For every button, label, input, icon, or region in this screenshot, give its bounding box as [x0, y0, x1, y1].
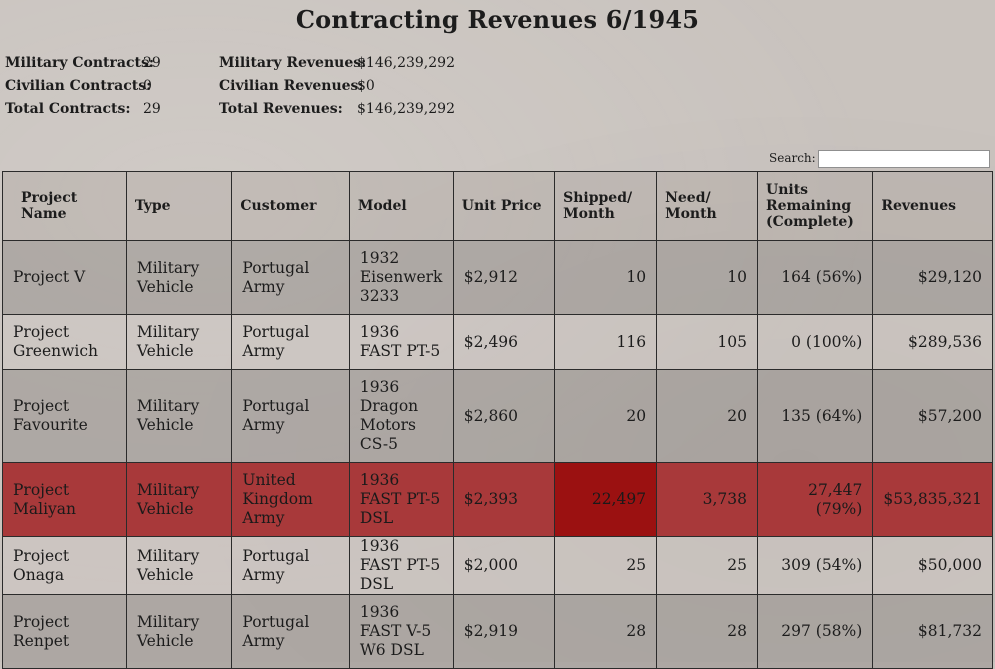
cell-customer: Portugal Army: [231, 369, 350, 463]
table-row[interactable]: Project V Military Vehicle Portugal Army…: [2, 240, 993, 315]
cell-revenues: $29,120: [872, 240, 993, 315]
table-row[interactable]: Project Greenwich Military Vehicle Portu…: [2, 314, 993, 370]
header-model[interactable]: Model: [348, 171, 454, 241]
cell-revenues: $289,536: [872, 314, 993, 370]
military-revenues-value: $146,239,292: [357, 55, 455, 71]
cell-project: Project Onaga: [2, 536, 127, 595]
header-project-name[interactable]: Project Name: [2, 171, 127, 241]
cell-remaining: 27,447 (79%): [756, 462, 874, 537]
cell-unit-price: $2,496: [452, 314, 556, 370]
cell-model: 1936 FAST PT-5 DSL: [348, 462, 454, 537]
cell-revenues: $57,200: [872, 369, 993, 463]
cell-revenues: $53,835,321: [872, 462, 993, 537]
cell-model: 1936 Dragon Motors CS-5: [348, 369, 454, 463]
cell-project: Project Renpet: [2, 594, 127, 669]
civilian-revenues-label: Civilian Revenues:: [219, 78, 364, 94]
table-row[interactable]: Project Onaga Military Vehicle Portugal …: [2, 536, 993, 595]
cell-shipped: 22,497: [554, 462, 658, 537]
table-header-row: Project Name Type Customer Model Unit Pr…: [2, 171, 993, 241]
search-label: Search:: [769, 151, 816, 165]
cell-shipped: 25: [554, 536, 658, 595]
cell-customer: Portugal Army: [231, 594, 350, 669]
cell-project: Project V: [2, 240, 127, 315]
cell-model: 1936 FAST PT-5 DSL: [348, 536, 454, 595]
header-units-remaining[interactable]: Units Remaining (Complete): [756, 171, 874, 241]
cell-type: Military Vehicle: [125, 536, 233, 595]
civilian-revenues-value: $0: [357, 78, 375, 94]
cell-project: Project Favourite: [2, 369, 127, 463]
cell-need: 3,738: [656, 462, 758, 537]
military-contracts-value: 29: [143, 55, 161, 71]
cell-need: 25: [656, 536, 758, 595]
header-unit-price[interactable]: Unit Price: [452, 171, 556, 241]
header-type[interactable]: Type: [125, 171, 233, 241]
total-contracts-value: 29: [143, 101, 161, 117]
header-need-month[interactable]: Need/ Month: [656, 171, 758, 241]
cell-revenues: $81,732: [872, 594, 993, 669]
header-revenues[interactable]: Revenues: [872, 171, 993, 241]
total-contracts-label: Total Contracts:: [5, 101, 131, 117]
cell-type: Military Vehicle: [125, 462, 233, 537]
revenues-summary: Military Revenues:$146,239,292 Civilian …: [219, 54, 455, 123]
contracts-summary: Military Contracts:29 Civilian Contracts…: [5, 54, 161, 123]
header-shipped-month[interactable]: Shipped/ Month: [554, 171, 658, 241]
header-customer[interactable]: Customer: [231, 171, 350, 241]
cell-project: Project Greenwich: [2, 314, 127, 370]
cell-customer: Portugal Army: [231, 240, 350, 315]
cell-type: Military Vehicle: [125, 240, 233, 315]
cell-shipped: 28: [554, 594, 658, 669]
table-row-highlighted[interactable]: Project Maliyan Military Vehicle United …: [2, 462, 993, 537]
cell-model: 1936 FAST PT-5: [348, 314, 454, 370]
table-row[interactable]: Project Renpet Military Vehicle Portugal…: [2, 594, 993, 669]
military-revenues-label: Military Revenues:: [219, 55, 367, 71]
cell-shipped: 20: [554, 369, 658, 463]
total-revenues-value: $146,239,292: [357, 101, 455, 117]
total-revenues-label: Total Revenues:: [219, 101, 343, 117]
cell-unit-price: $2,912: [452, 240, 556, 315]
civilian-contracts-value: 0: [143, 78, 152, 94]
cell-shipped: 10: [554, 240, 658, 315]
cell-remaining: 164 (56%): [756, 240, 874, 315]
cell-model: 1932 Eisenwerk 3233: [348, 240, 454, 315]
cell-need: 28: [656, 594, 758, 669]
cell-unit-price: $2,393: [452, 462, 556, 537]
cell-remaining: 309 (54%): [756, 536, 874, 595]
cell-need: 20: [656, 369, 758, 463]
cell-customer: Portugal Army: [231, 314, 350, 370]
cell-need: 105: [656, 314, 758, 370]
military-contracts-label: Military Contracts:: [5, 55, 154, 71]
cell-remaining: 297 (58%): [756, 594, 874, 669]
table-row[interactable]: Project Favourite Military Vehicle Portu…: [2, 369, 993, 463]
search-bar: Search:: [769, 150, 990, 168]
search-input[interactable]: [818, 150, 990, 168]
cell-unit-price: $2,860: [452, 369, 556, 463]
civilian-contracts-label: Civilian Contracts:: [5, 78, 152, 94]
contracts-table: Project Name Type Customer Model Unit Pr…: [2, 171, 993, 669]
cell-remaining: 0 (100%): [756, 314, 874, 370]
cell-type: Military Vehicle: [125, 314, 233, 370]
page-title: Contracting Revenues 6/1945: [295, 5, 700, 34]
cell-customer: United Kingdom Army: [231, 462, 350, 537]
cell-unit-price: $2,000: [452, 536, 556, 595]
cell-revenues: $50,000: [872, 536, 993, 595]
cell-type: Military Vehicle: [125, 594, 233, 669]
cell-unit-price: $2,919: [452, 594, 556, 669]
cell-need: 10: [656, 240, 758, 315]
cell-model: 1936 FAST V-5 W6 DSL: [348, 594, 454, 669]
cell-project: Project Maliyan: [2, 462, 127, 537]
cell-customer: Portugal Army: [231, 536, 350, 595]
cell-remaining: 135 (64%): [756, 369, 874, 463]
cell-type: Military Vehicle: [125, 369, 233, 463]
cell-shipped: 116: [554, 314, 658, 370]
